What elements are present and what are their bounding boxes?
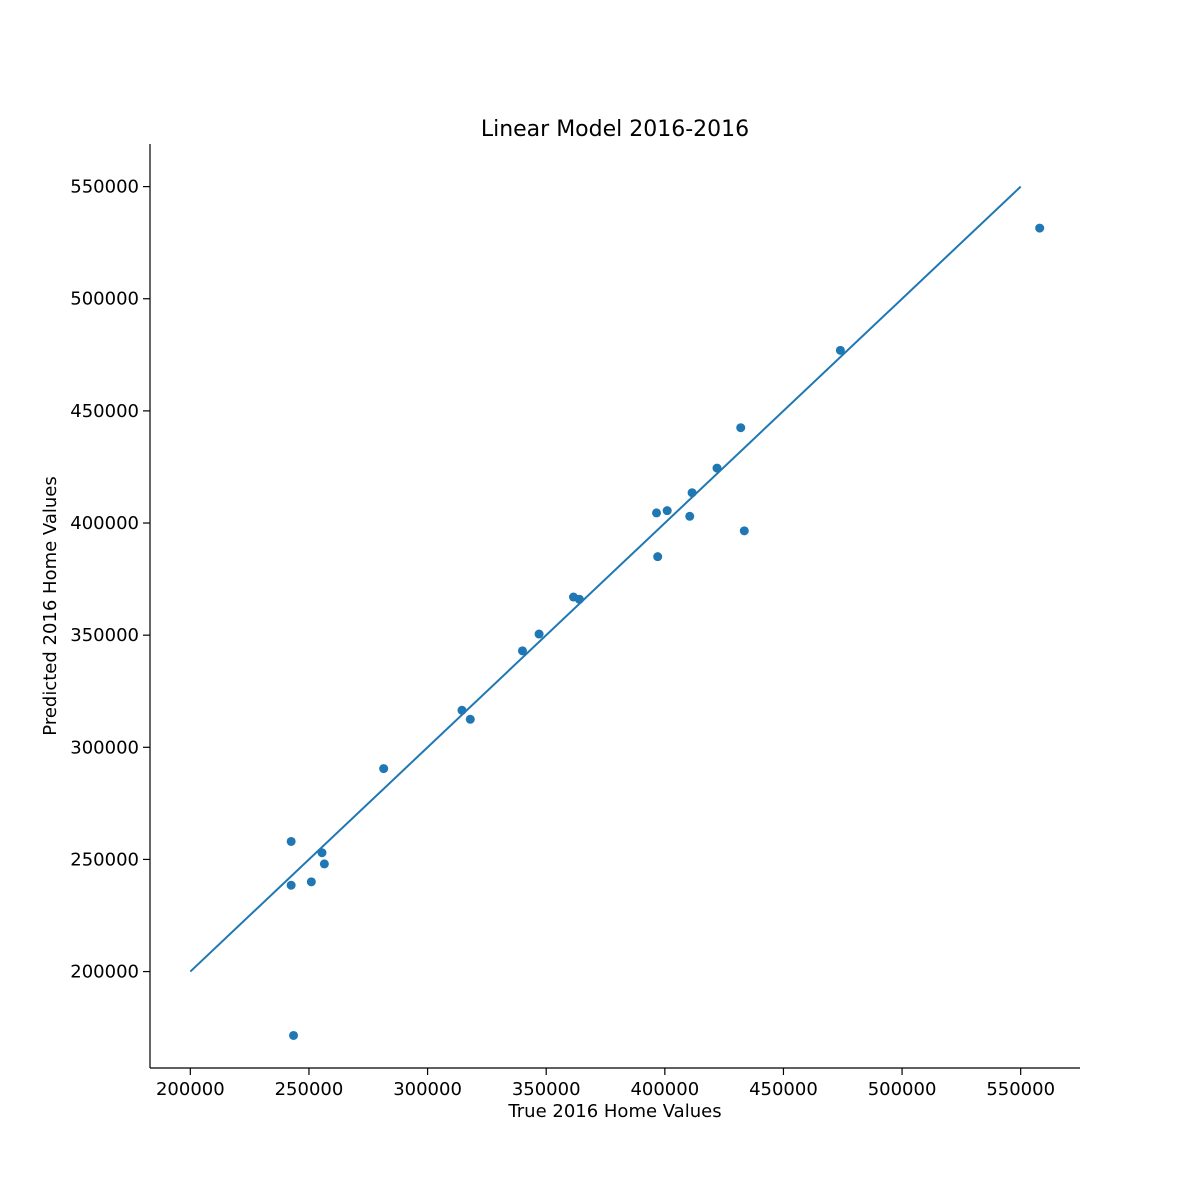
x-tick-label: 350000	[512, 1079, 581, 1100]
y-tick-label: 500000	[70, 289, 139, 310]
data-point	[739, 526, 749, 536]
y-tick-label: 250000	[70, 849, 139, 870]
x-axis-ticks: 200000 250000 300000 350000 400000 450000 5000…	[156, 1068, 1055, 1100]
data-point	[317, 848, 327, 858]
x-tick-label: 300000	[393, 1079, 462, 1100]
chart-title: Linear Model 2016-2016	[481, 117, 749, 142]
data-point	[736, 423, 746, 433]
y-tick-label: 550000	[70, 177, 139, 198]
data-point	[687, 488, 697, 498]
data-point	[574, 594, 584, 604]
data-point	[652, 508, 662, 518]
x-tick-label: 200000	[156, 1079, 225, 1100]
y-tick-label: 300000	[70, 737, 139, 758]
data-point	[662, 506, 672, 516]
data-point	[286, 880, 296, 890]
data-point	[685, 511, 695, 521]
data-point	[653, 552, 663, 562]
data-point	[286, 836, 296, 846]
reference-line	[189, 185, 1022, 973]
x-axis-label: True 2016 Home Values	[507, 1101, 721, 1122]
y-axis-label: Predicted 2016 Home Values	[40, 476, 61, 735]
x-tick-label: 550000	[986, 1079, 1055, 1100]
y-tick-label: 400000	[70, 513, 139, 534]
data-point	[835, 345, 845, 355]
data-point	[379, 764, 389, 774]
data-point	[306, 877, 316, 887]
plot-area	[149, 144, 1080, 1069]
y-tick-label: 450000	[70, 401, 139, 422]
data-point	[517, 646, 527, 656]
x-tick-label: 250000	[275, 1079, 344, 1100]
data-point	[289, 1030, 299, 1040]
data-point	[534, 629, 544, 639]
data-point	[465, 714, 475, 724]
data-points	[286, 223, 1045, 1040]
y-tick-label: 350000	[70, 625, 139, 646]
data-point	[1035, 223, 1045, 233]
data-point	[319, 859, 329, 869]
data-point	[457, 705, 467, 715]
x-tick-label: 450000	[749, 1079, 818, 1100]
y-tick-label: 200000	[70, 962, 139, 983]
y-axis-ticks: 200000 250000 300000 350000 400000 450000 5000…	[70, 177, 150, 983]
x-tick-label: 400000	[630, 1079, 699, 1100]
x-tick-label: 500000	[868, 1079, 937, 1100]
data-point	[712, 463, 722, 473]
